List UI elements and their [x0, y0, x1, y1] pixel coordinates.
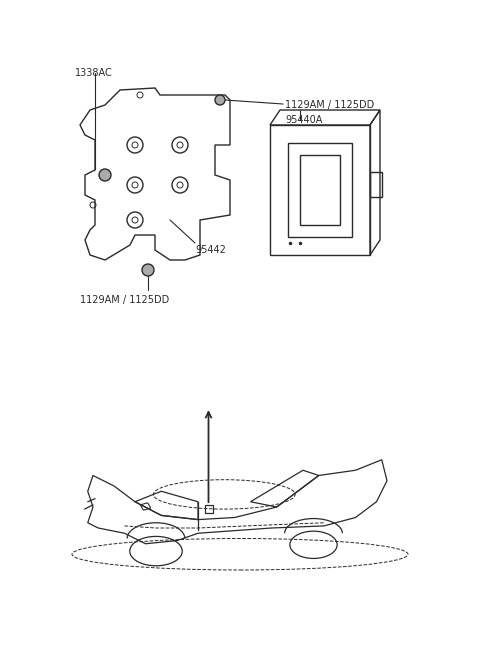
Text: 1129AM / 1125DD: 1129AM / 1125DD: [80, 295, 169, 305]
Bar: [270, 125, 370, 255]
Bar: [204, 505, 213, 513]
Text: 1129AM / 1125DD: 1129AM / 1125DD: [285, 100, 374, 110]
Bar: [288, 143, 352, 237]
Bar: [300, 155, 340, 225]
Circle shape: [142, 264, 154, 276]
Text: 95440A: 95440A: [285, 115, 323, 125]
Circle shape: [215, 95, 225, 105]
Circle shape: [99, 169, 111, 181]
Bar: [370, 172, 382, 197]
Text: 1338AC: 1338AC: [75, 68, 113, 78]
Text: 95442: 95442: [195, 245, 226, 255]
